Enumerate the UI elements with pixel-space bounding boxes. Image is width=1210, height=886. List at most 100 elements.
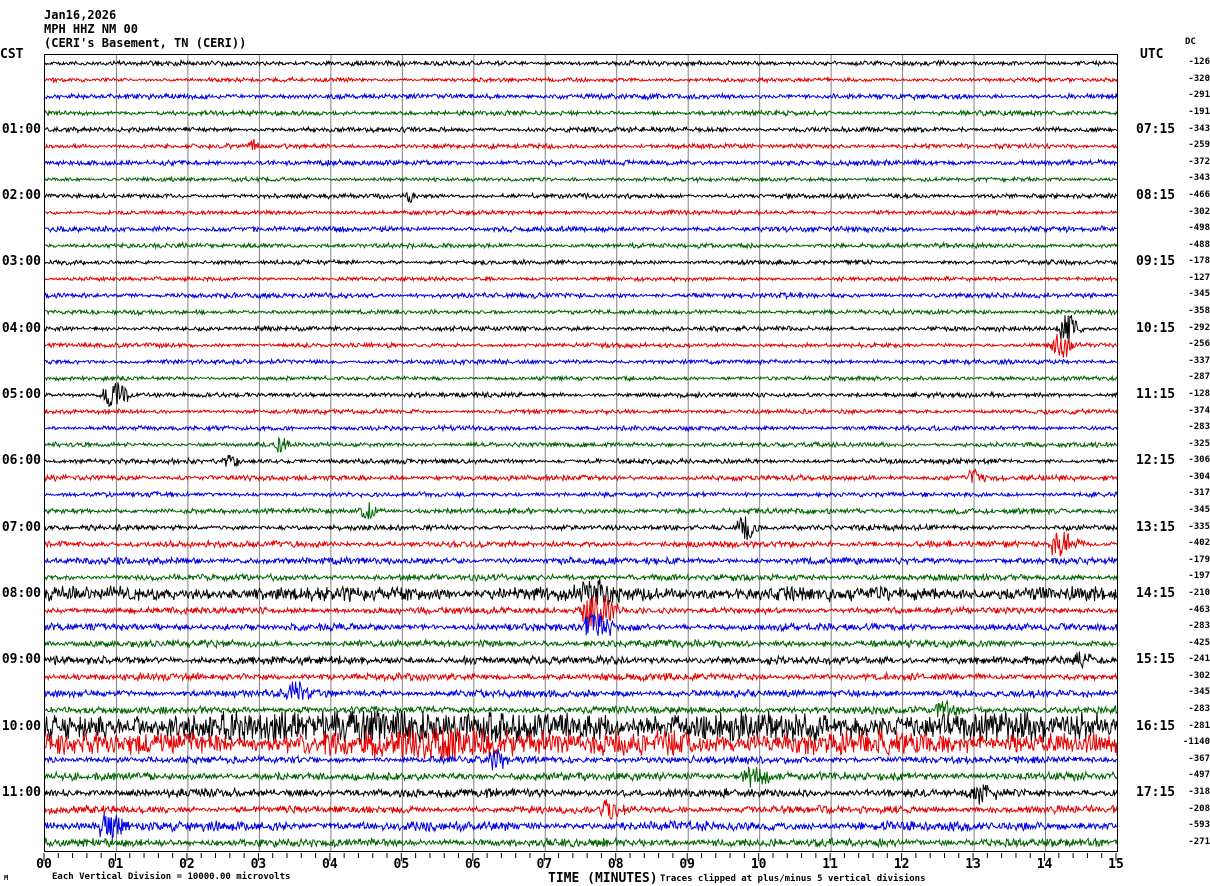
trace-line — [45, 490, 1117, 499]
trace-line — [45, 555, 1117, 567]
dc-offset-value: -345 — [1188, 687, 1210, 698]
right-time-label: 07:15 — [1136, 121, 1176, 137]
trace-line — [45, 454, 1117, 468]
dc-offset-value: -317 — [1188, 488, 1210, 499]
right-time-label: 11:15 — [1136, 386, 1176, 402]
left-time-label: 01:00 — [1, 121, 41, 137]
x-tick-label: 10 — [750, 857, 767, 872]
x-tick-label: 08 — [607, 857, 624, 872]
dc-offset-value: -367 — [1188, 753, 1210, 764]
trace-line — [45, 572, 1117, 583]
right-time-label: 10:15 — [1136, 320, 1176, 336]
trace-line — [45, 681, 1117, 701]
trace-line — [45, 651, 1117, 670]
dc-offset-value: -128 — [1188, 388, 1210, 399]
dc-offset-value: -179 — [1188, 554, 1210, 565]
right-time-label: 13:15 — [1136, 519, 1176, 535]
trace-line — [45, 291, 1117, 301]
dc-offset-value: -374 — [1188, 405, 1210, 416]
left-time-label: 11:00 — [1, 784, 41, 800]
x-tick-label: 06 — [464, 857, 481, 872]
x-tick-label: 05 — [393, 857, 410, 872]
dc-offset-value: -302 — [1188, 206, 1210, 217]
trace-line — [45, 138, 1117, 151]
dc-offset-value: -372 — [1188, 156, 1210, 167]
left-axis-label: CST — [0, 47, 24, 62]
trace-line — [45, 766, 1117, 788]
dc-offset-value: -283 — [1188, 422, 1210, 433]
right-time-label: 12:15 — [1136, 453, 1176, 469]
dc-offset-value: -358 — [1188, 306, 1210, 317]
dc-offset-value: -325 — [1188, 438, 1210, 449]
trace-line — [45, 799, 1117, 820]
helicorder-plot — [44, 54, 1118, 852]
left-time-label: 02:00 — [1, 187, 41, 203]
trace-line — [45, 531, 1117, 557]
dc-offset-value: -498 — [1188, 223, 1210, 234]
dc-offset-value: -191 — [1188, 107, 1210, 118]
trace-line — [45, 467, 1117, 484]
trace-line — [45, 382, 1117, 407]
trace-line — [45, 240, 1117, 250]
dc-offset-value: -497 — [1188, 770, 1210, 781]
trace-line — [45, 670, 1117, 683]
dc-offset-value: -126 — [1188, 57, 1210, 68]
corner-mark: M — [4, 874, 9, 882]
header-station: MPH HHZ NM 00 — [44, 22, 138, 36]
trace-line — [45, 516, 1117, 540]
dc-offset-value: -593 — [1188, 820, 1210, 831]
left-time-label: 08:00 — [1, 585, 41, 601]
x-tick-label: 04 — [322, 857, 338, 872]
dc-offset-value: -281 — [1188, 720, 1210, 731]
left-time-label: 09:00 — [1, 652, 41, 668]
x-tick-label: 09 — [679, 857, 696, 872]
right-axis-label: UTC — [1140, 47, 1164, 62]
x-tick-label: 03 — [250, 857, 267, 872]
trace-line — [45, 108, 1117, 118]
trace-line — [45, 423, 1117, 433]
trace-line — [45, 710, 1117, 743]
left-time-label: 03:00 — [1, 254, 41, 270]
x-tick-label: 12 — [893, 857, 910, 872]
dc-offset-value: -178 — [1188, 256, 1210, 267]
dc-offset-value: -345 — [1188, 505, 1210, 516]
trace-line — [45, 700, 1117, 718]
x-tick-label: 01 — [107, 857, 124, 872]
dc-offset-value: -210 — [1188, 587, 1210, 598]
x-axis-ticks — [43, 853, 1117, 861]
trace-line — [45, 208, 1117, 217]
dc-offset-value: -402 — [1188, 538, 1210, 549]
dc-offset-value: -306 — [1188, 455, 1210, 466]
dc-offset-value: -337 — [1188, 355, 1210, 366]
x-axis-title: TIME (MINUTES) — [548, 871, 658, 886]
seismogram-canvas — [45, 55, 1117, 851]
x-tick-label: 07 — [536, 857, 553, 872]
dc-offset-value: -283 — [1188, 621, 1210, 632]
dc-offset-value: -197 — [1188, 571, 1210, 582]
dc-offset-value: -241 — [1188, 654, 1210, 665]
trace-line — [45, 125, 1117, 134]
header-date: Jan16,2026 — [44, 8, 117, 22]
dc-offset-value: -302 — [1188, 670, 1210, 681]
trace-line — [45, 836, 1117, 849]
right-time-label: 08:15 — [1136, 187, 1176, 203]
trace-line — [45, 374, 1117, 383]
trace-line — [45, 727, 1117, 760]
dc-axis-label: DC — [1185, 37, 1196, 47]
x-tick-label: 02 — [179, 857, 195, 872]
right-time-label: 15:15 — [1136, 652, 1176, 668]
left-time-label: 07:00 — [1, 519, 41, 535]
dc-offset-value: -343 — [1188, 123, 1210, 134]
x-tick-label: 00 — [36, 857, 52, 872]
dc-offset-value: -488 — [1188, 239, 1210, 250]
trace-line — [45, 784, 1117, 805]
trace-line — [45, 315, 1117, 344]
trace-line — [45, 638, 1117, 650]
trace-line — [45, 75, 1117, 85]
clip-note: Traces clipped at plus/minus 5 vertical … — [660, 874, 926, 884]
trace-line — [45, 158, 1117, 168]
dc-offset-value: -287 — [1188, 372, 1210, 383]
dc-offset-value: -292 — [1188, 322, 1210, 333]
trace-line — [45, 275, 1117, 283]
dc-offset-value: -345 — [1188, 289, 1210, 300]
